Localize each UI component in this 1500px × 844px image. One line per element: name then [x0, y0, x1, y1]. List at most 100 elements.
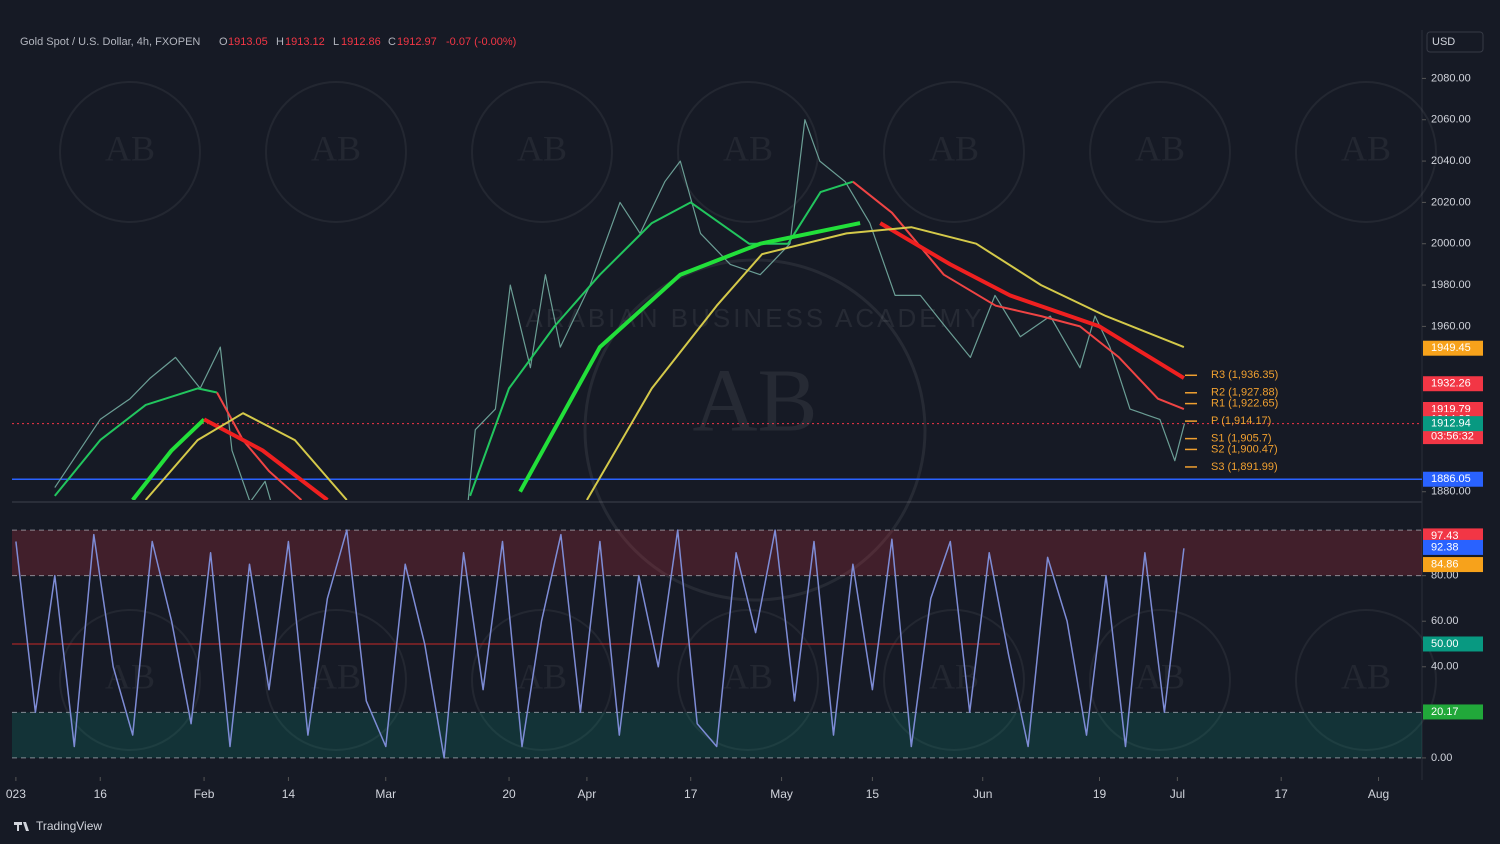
watermark-ring	[583, 258, 927, 602]
y-tick-label: 2020.00	[1431, 196, 1471, 208]
series-line	[518, 221, 861, 493]
y-tick-label: 1960.00	[1431, 320, 1471, 332]
series-line	[852, 180, 1185, 411]
brand[interactable]: TradingView	[36, 819, 102, 833]
zone-band	[12, 530, 1422, 576]
level-box	[1423, 340, 1483, 356]
series-line	[144, 412, 348, 500]
pivot-label: S1 (1,905.7)	[1211, 433, 1272, 445]
level-box	[1423, 704, 1483, 720]
series-line	[131, 417, 206, 500]
level-box	[1423, 416, 1483, 432]
x-tick-label: Jun	[973, 787, 992, 801]
pivot-label: S3 (1,891.99)	[1211, 461, 1278, 473]
watermark-initials: AB	[1341, 128, 1391, 168]
watermark-initials: AB	[929, 128, 979, 168]
x-tick-label: 20	[502, 787, 516, 801]
pivot-label: R1 (1,922.65)	[1211, 397, 1278, 409]
level-box	[1423, 636, 1483, 652]
series-line	[54, 119, 1186, 500]
series-line	[216, 392, 303, 500]
level-box	[1423, 376, 1483, 392]
y-tick-label: 1980.00	[1431, 279, 1471, 291]
x-tick-label: 14	[282, 787, 296, 801]
level-label: 92.38	[1431, 541, 1459, 553]
series-line	[54, 387, 218, 497]
level-box	[1423, 557, 1483, 573]
currency[interactable]: USD	[1432, 36, 1455, 48]
axes: 1880.001960.001980.002000.002020.002040.…	[6, 72, 1483, 801]
watermark-ring	[1089, 81, 1231, 223]
countdown: 03:56:32	[1431, 431, 1474, 443]
low: 1912.86	[341, 36, 381, 48]
x-tick-label: May	[770, 787, 793, 801]
series-line	[15, 529, 1185, 759]
y-tick-label: 40.00	[1431, 661, 1459, 673]
pivot-label: P (1,914.17)	[1211, 415, 1271, 427]
oscillator-pane	[12, 529, 1422, 759]
level-label: 97.43	[1431, 530, 1459, 542]
x-tick-label: Mar	[375, 787, 396, 801]
watermark-initials: AB	[1341, 656, 1391, 696]
watermark-initials: AB	[929, 656, 979, 696]
pivot-label: R3 (1,936.35)	[1211, 369, 1278, 381]
watermark-ring	[471, 609, 613, 751]
x-tick-label: 15	[866, 787, 880, 801]
l-label: L	[333, 36, 339, 48]
currency-box[interactable]	[1426, 31, 1484, 53]
y-tick-label: 1880.00	[1431, 486, 1471, 498]
level-label: 1886.05	[1431, 473, 1471, 485]
brand-logo[interactable]	[14, 822, 29, 831]
level-label: 1949.45	[1431, 342, 1471, 354]
y-tick-label: 2060.00	[1431, 114, 1471, 126]
level-label: 1912.94	[1431, 418, 1471, 430]
series-line	[879, 221, 1185, 380]
x-tick-label: Jul	[1170, 787, 1185, 801]
level-label: 20.17	[1431, 706, 1459, 718]
watermark-ring	[471, 81, 613, 223]
y-tick-label: 2080.00	[1431, 72, 1471, 84]
watermark-initials: AB	[311, 128, 361, 168]
watermark-ring	[59, 609, 201, 751]
o-label: O	[219, 36, 228, 48]
y-tick-label: 2000.00	[1431, 238, 1471, 250]
change: -0.07 (-0.00%)	[446, 36, 516, 48]
watermark-ring	[59, 81, 201, 223]
level-box	[1423, 528, 1483, 544]
watermark-ring	[883, 609, 1025, 751]
level-label: 1932.26	[1431, 378, 1471, 390]
x-tick-label: 16	[94, 787, 108, 801]
x-tick-label: Aug	[1368, 787, 1389, 801]
watermark-initials: AB	[723, 656, 773, 696]
y-tick-label: 2040.00	[1431, 155, 1471, 167]
watermark-ring	[1295, 609, 1437, 751]
close: 1912.97	[397, 36, 437, 48]
watermark-initials: AB	[692, 352, 817, 451]
legend-header: Gold Spot / U.S. Dollar, 4h, FXOPEN O 19…	[20, 36, 516, 48]
watermark-ring	[883, 81, 1025, 223]
watermark-initials: AB	[517, 128, 567, 168]
x-tick-label: Feb	[194, 787, 215, 801]
watermark-ring	[265, 81, 407, 223]
x-tick-label: 023	[6, 787, 26, 801]
watermark-ring	[1089, 609, 1231, 751]
watermark-name: ARABIAN BUSINESS ACADEMY	[525, 303, 984, 333]
series-line	[469, 180, 854, 497]
h-label: H	[276, 36, 284, 48]
level-box	[1423, 539, 1483, 555]
zone-band	[12, 712, 1422, 758]
x-tick-label: Apr	[578, 787, 597, 801]
series-line	[203, 417, 329, 500]
level-label: 84.86	[1431, 558, 1459, 570]
price-pane	[12, 119, 1422, 500]
watermark-initials: AB	[311, 656, 361, 696]
y-tick-label: 0.00	[1431, 752, 1452, 764]
level-box	[1423, 471, 1483, 487]
symbol: Gold Spot / U.S. Dollar, 4h, FXOPEN	[20, 36, 200, 48]
x-tick-label: 17	[1275, 787, 1289, 801]
c-label: C	[388, 36, 396, 48]
y-tick-label: 80.00	[1431, 570, 1459, 582]
